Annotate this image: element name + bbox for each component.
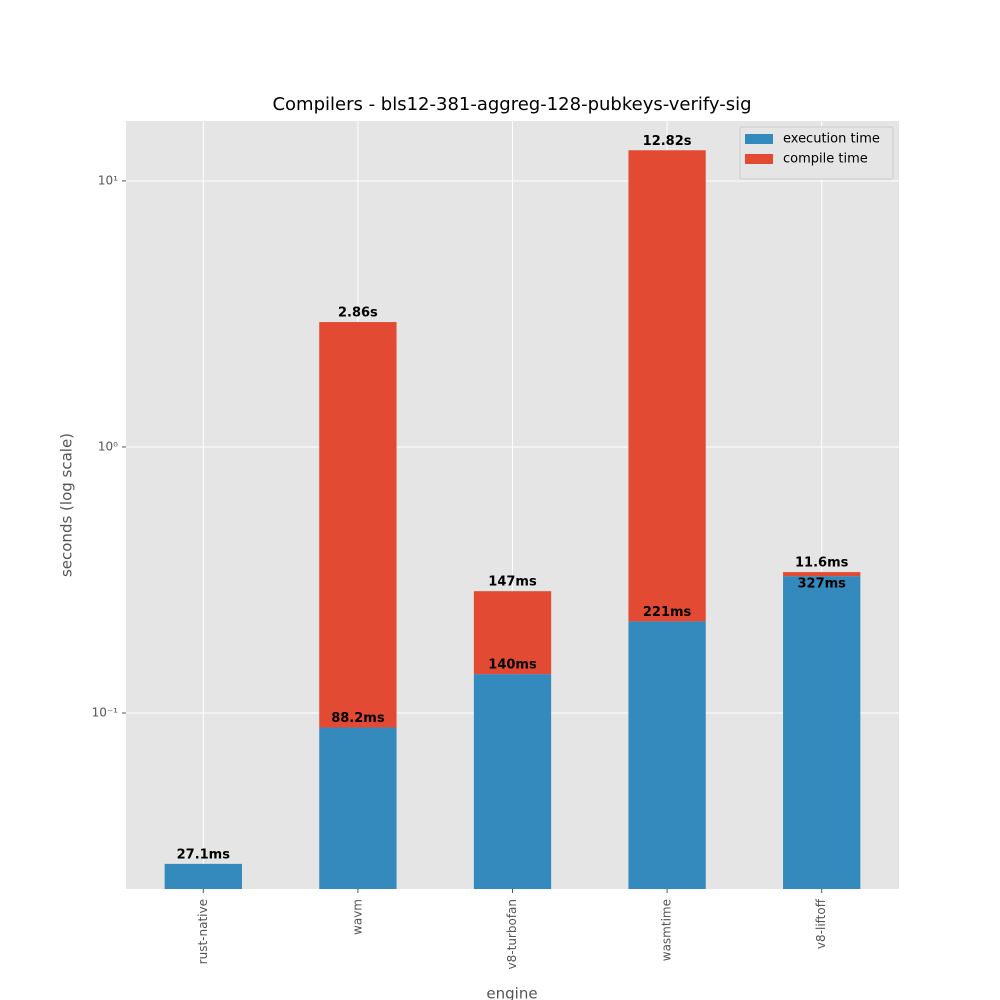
value-label: 27.1ms [177,847,231,862]
y-tick-label: 10¹ [98,173,118,187]
legend-swatch [745,134,773,144]
legend-label: execution time [783,132,880,147]
x-tick-label: v8-turbofan [505,899,519,969]
legend-box [739,126,894,180]
chart-title: Compilers - bls12-381-aggreg-128-pubkeys… [272,94,751,115]
bar-segment [473,591,552,675]
bar-segment [164,863,242,889]
y-tick-label: 10⁰ [98,439,118,453]
y-axis-label: seconds (log scale) [58,433,76,577]
bar-segment [628,621,706,889]
bar-segment [319,727,397,889]
bar-segment [783,576,861,889]
bar-segment [473,674,552,889]
value-label: 221ms [643,605,692,620]
y-tick-label: 10⁻¹ [92,706,119,720]
bar-segment [319,322,397,728]
legend-label: compile time [783,152,868,167]
value-label: 327ms [797,577,846,592]
value-label: 2.86s [338,306,378,321]
value-label: 140ms [488,658,537,673]
legend-swatch [745,154,773,164]
x-tick-label: wavm [350,899,364,935]
x-axis-label: engine [486,985,537,1000]
value-label: 147ms [488,575,537,590]
value-label: 88.2ms [331,711,385,726]
bar-segment [628,150,706,622]
value-label: 12.82s [643,134,692,149]
x-tick-label: wasmtime [660,899,674,961]
value-label: 11.6ms [795,556,849,571]
x-tick-label: rust-native [196,899,210,964]
x-tick-label: v8-liftoff [814,898,828,949]
bar-segment [783,572,861,577]
